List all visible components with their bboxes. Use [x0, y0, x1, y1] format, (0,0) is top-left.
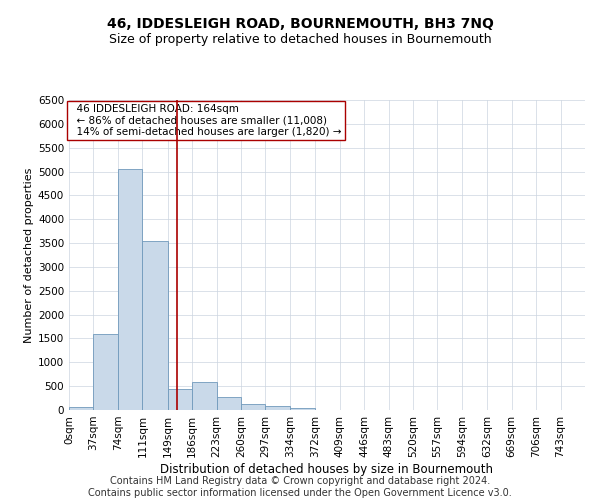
Bar: [217, 397, 241, 410]
Text: Size of property relative to detached houses in Bournemouth: Size of property relative to detached ho…: [109, 32, 491, 46]
Bar: [142, 240, 167, 410]
Bar: [241, 404, 265, 410]
Text: 46, IDDESLEIGH ROAD, BOURNEMOUTH, BH3 7NQ: 46, IDDESLEIGH ROAD, BOURNEMOUTH, BH3 7N…: [107, 18, 493, 32]
Bar: [192, 382, 217, 410]
Bar: [118, 169, 142, 410]
Text: 46 IDDESLEIGH ROAD: 164sqm
  ← 86% of detached houses are smaller (11,008)
  14%: 46 IDDESLEIGH ROAD: 164sqm ← 86% of deta…: [70, 104, 342, 137]
Bar: [69, 408, 94, 410]
Bar: [94, 334, 118, 410]
Y-axis label: Number of detached properties: Number of detached properties: [24, 168, 34, 342]
Bar: [167, 390, 192, 410]
Bar: [265, 406, 290, 410]
X-axis label: Distribution of detached houses by size in Bournemouth: Distribution of detached houses by size …: [161, 462, 493, 475]
Bar: [290, 408, 315, 410]
Text: Contains HM Land Registry data © Crown copyright and database right 2024.
Contai: Contains HM Land Registry data © Crown c…: [88, 476, 512, 498]
